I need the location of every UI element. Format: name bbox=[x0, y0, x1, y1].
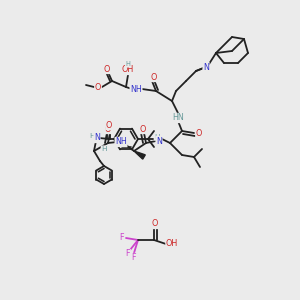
Text: HN: HN bbox=[172, 113, 184, 122]
Text: N: N bbox=[203, 62, 209, 71]
Text: O: O bbox=[105, 124, 111, 134]
Text: O: O bbox=[196, 130, 202, 139]
Text: O: O bbox=[104, 64, 110, 74]
Text: N: N bbox=[94, 134, 100, 142]
Text: O: O bbox=[95, 82, 101, 91]
Text: H: H bbox=[154, 134, 160, 140]
Text: H: H bbox=[101, 146, 107, 152]
Text: O: O bbox=[140, 124, 146, 134]
Text: O: O bbox=[151, 73, 157, 82]
Text: N: N bbox=[156, 136, 162, 146]
Text: F: F bbox=[132, 254, 136, 262]
Text: F: F bbox=[120, 233, 124, 242]
Text: OH: OH bbox=[166, 239, 178, 248]
Polygon shape bbox=[134, 151, 145, 159]
Text: NH: NH bbox=[130, 85, 142, 94]
Text: H: H bbox=[89, 133, 95, 139]
Text: O: O bbox=[152, 220, 158, 229]
Text: OH: OH bbox=[122, 65, 134, 74]
Text: NH: NH bbox=[115, 137, 127, 146]
Text: F: F bbox=[126, 250, 130, 259]
Text: O: O bbox=[106, 121, 112, 130]
Text: H: H bbox=[126, 61, 130, 67]
